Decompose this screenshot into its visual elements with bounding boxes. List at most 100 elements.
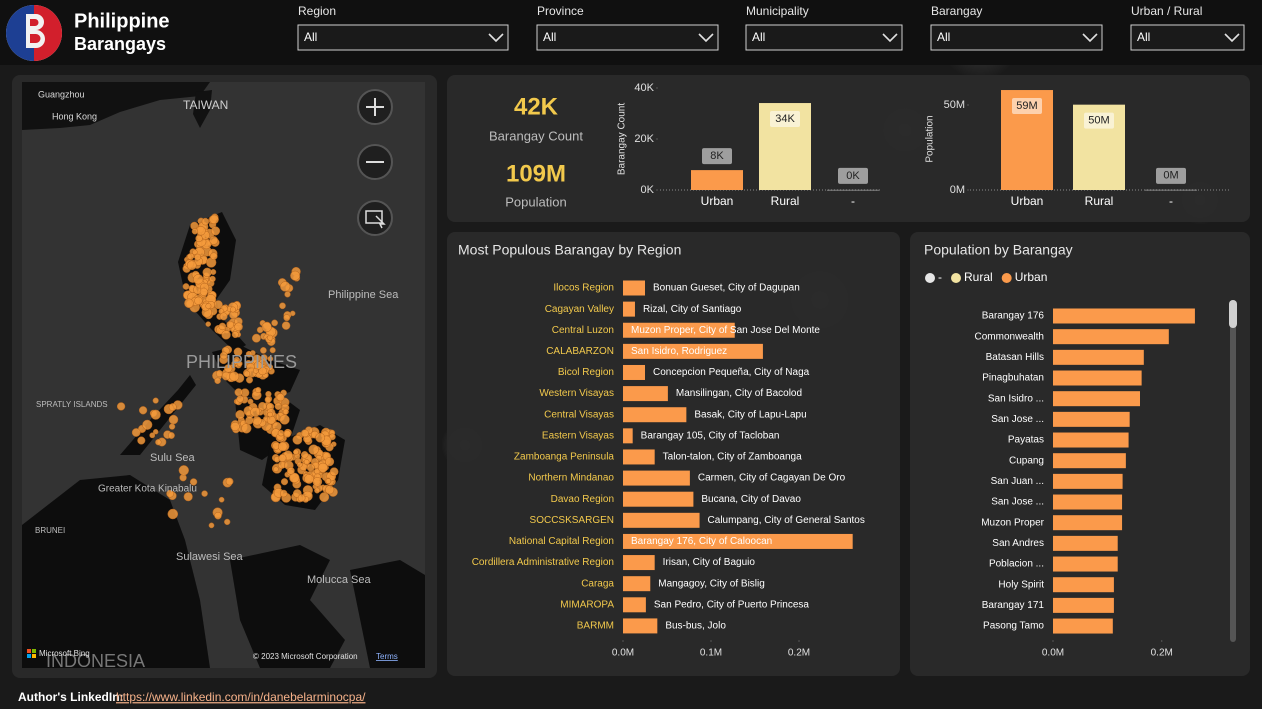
title: Philippine (74, 10, 170, 32)
data-label-box (838, 167, 868, 184)
bing-logo (27, 649, 36, 658)
map-point (234, 322, 243, 332)
map-point (279, 489, 288, 498)
bar (623, 597, 646, 613)
y-tick-label: SOCCSKSARGEN (530, 515, 614, 526)
map-point (183, 492, 193, 502)
bar (1053, 494, 1123, 510)
map-point (142, 419, 153, 430)
x-tick-label: Rural (771, 194, 800, 208)
map-point (303, 459, 310, 465)
map-point (155, 439, 162, 446)
map-point (202, 267, 212, 277)
legend-marker (951, 273, 961, 283)
filter-dropdown[interactable] (745, 24, 903, 51)
filter-dropdown[interactable] (536, 24, 719, 51)
map-point (325, 478, 332, 484)
map-point (208, 522, 215, 529)
scrollbar-thumb[interactable] (1229, 300, 1237, 328)
y-tick-label: San Jose ... (991, 414, 1044, 425)
y-tick-label: San Juan ... (991, 476, 1044, 487)
bar (623, 407, 687, 423)
map-point (267, 355, 274, 362)
legend-label: Rural (964, 270, 993, 284)
map-point (265, 390, 272, 398)
y-tick-label: Cordillera Administrative Region (472, 557, 614, 568)
x-tick-label: Rural (1085, 194, 1114, 208)
dropdown-chevron (488, 33, 504, 43)
map-point (287, 466, 295, 475)
map-point (325, 457, 335, 467)
x-tick-label: Urban (1011, 194, 1044, 208)
map-point (278, 454, 287, 462)
filter-dropdown[interactable] (1130, 24, 1245, 51)
map-point (209, 275, 216, 283)
map-terms[interactable]: Terms (376, 652, 398, 661)
map-point (293, 449, 299, 455)
map-point (195, 234, 203, 243)
x-tick-label: 0.0M (612, 648, 634, 659)
map-point (224, 364, 233, 373)
filter-label: Province (537, 4, 584, 18)
bar (623, 618, 658, 634)
bar (1053, 391, 1140, 407)
kpi-label: Barangay Count (489, 128, 583, 143)
map-point (241, 423, 252, 434)
map-label: Guangzhou (38, 89, 85, 99)
kpi-panel (447, 75, 1250, 222)
bar-label: Bonuan Gueset, City of Dagupan (653, 283, 800, 294)
footer-link[interactable]: https://www.linkedin.com/in/danebelarmin… (116, 690, 366, 704)
map-point (319, 492, 330, 503)
y-tick-label: Payatas (1008, 435, 1044, 446)
map-point (219, 351, 228, 360)
bar-label: Barangay 176, City of Caloocan (631, 536, 772, 547)
bar (1053, 473, 1123, 489)
zoom-out-button[interactable] (357, 144, 393, 180)
filter-dropdown[interactable] (297, 24, 509, 51)
bar (623, 533, 853, 549)
legend-marker (925, 273, 935, 283)
map-point (225, 477, 234, 486)
select-button[interactable] (357, 200, 393, 236)
map-label: Hong Kong (52, 111, 97, 121)
map-point (138, 406, 148, 415)
bar (623, 386, 668, 402)
map-label: Sulu Sea (150, 452, 196, 464)
map-label: BRUNEI (35, 526, 65, 535)
map-point (283, 430, 292, 438)
y-tick-label: National Capital Region (509, 536, 614, 547)
x-tick-label: Urban (701, 194, 734, 208)
bar-label: Irisan, City of Baguio (663, 557, 756, 568)
y-tick-label: BARMM (577, 621, 614, 632)
bar (623, 491, 694, 507)
map-point (246, 376, 253, 384)
map-point (252, 416, 262, 426)
bar-label: Calumpang, City of General Santos (708, 515, 865, 526)
y-tick-label: Batasan Hills (986, 352, 1044, 363)
y-tick-label: San Jose ... (991, 497, 1044, 508)
data-label: 59M (1016, 100, 1037, 112)
bar-label: Mangagoy, City of Bislig (658, 578, 765, 589)
kpi-label: Population (505, 194, 566, 209)
map-point (167, 432, 175, 439)
scrollbar-track[interactable] (1230, 300, 1236, 642)
map-point (233, 347, 243, 357)
map-point (219, 312, 228, 321)
zoom-in-button[interactable] (357, 89, 393, 125)
map-point (251, 333, 261, 343)
y-axis-label: Barangay Count (617, 103, 628, 175)
y-tick-label: Commonwealth (975, 331, 1044, 342)
filter-dropdown[interactable] (930, 24, 1103, 51)
map-point (226, 320, 235, 329)
y-tick-label: Eastern Visayas (542, 430, 614, 441)
bar (1053, 618, 1113, 634)
map-point (193, 274, 204, 285)
map-point (274, 402, 282, 410)
map-point (266, 415, 276, 425)
map-labels: Guangzhou Hong Kong TAIWAN Philippine Sea PH… (35, 89, 399, 670)
map-point (304, 474, 314, 484)
map-label: Philippine Sea (328, 289, 399, 301)
map-point (199, 287, 208, 296)
map-point (194, 296, 203, 305)
y-tick-label: Ilocos Region (553, 283, 614, 294)
